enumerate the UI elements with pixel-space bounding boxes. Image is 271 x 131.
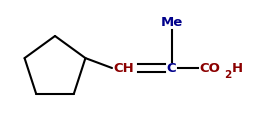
Text: H: H bbox=[232, 61, 243, 75]
Text: CO: CO bbox=[199, 61, 220, 75]
Text: C: C bbox=[166, 61, 176, 75]
Text: 2: 2 bbox=[224, 70, 231, 80]
Text: CH: CH bbox=[113, 61, 134, 75]
Text: Me: Me bbox=[161, 15, 183, 29]
